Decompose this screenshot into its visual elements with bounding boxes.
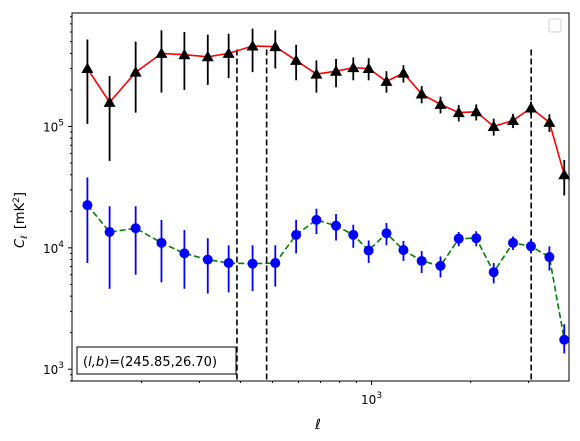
legend-box: [548, 18, 562, 33]
series-1-point: [310, 68, 323, 79]
series-2-point: [311, 214, 322, 225]
series-2-point: [471, 233, 482, 244]
series-1-point: [155, 47, 168, 58]
series-2-point: [508, 237, 519, 248]
y-tick-label: 103: [43, 361, 64, 377]
series-2-point: [270, 258, 281, 269]
x-axis-label: ℓ: [314, 417, 321, 433]
series-1-point: [129, 66, 142, 77]
series-2-point: [331, 220, 342, 231]
series-2-point: [525, 241, 536, 252]
series-1-point: [362, 62, 375, 74]
series-1-point: [222, 47, 235, 58]
series-2-point: [416, 255, 427, 266]
series-1-point: [290, 54, 303, 65]
annotation-box: [76, 346, 237, 375]
series-1-point: [524, 101, 537, 113]
series-2-point: [381, 228, 392, 239]
series-1-point: [246, 39, 259, 51]
series-2-point: [435, 260, 446, 271]
axis-ticks: 103 104 105 103: [43, 16, 530, 407]
series-1-point: [434, 98, 447, 109]
y-tick-label: 105: [43, 118, 64, 134]
series-1-point: [543, 116, 556, 127]
series-2-point: [348, 229, 359, 240]
series-2-point: [247, 258, 258, 269]
series-2-point: [363, 245, 374, 256]
series-2-point: [559, 334, 570, 345]
series-1-point: [452, 106, 465, 118]
series-2-point: [488, 267, 499, 278]
plot-area: [81, 28, 571, 381]
series-1-point: [380, 75, 393, 86]
series-1-point: [470, 105, 483, 117]
x-tick-label: 103: [361, 391, 382, 407]
series-2-point: [223, 258, 234, 269]
series-1-point: [269, 40, 282, 52]
series-1-point: [347, 61, 360, 73]
series-2-point: [179, 248, 190, 259]
series-1-point: [178, 48, 191, 60]
series-2-point: [156, 237, 167, 248]
series-1-point: [330, 65, 343, 76]
series-1-point: [558, 168, 571, 180]
series-2-point: [202, 254, 213, 265]
series-1-point: [487, 120, 500, 131]
series-2-point: [398, 244, 409, 255]
series-1-point: [507, 114, 520, 125]
series-2-point: [104, 227, 115, 238]
y-axis-label: Cℓ[mK2]: [12, 192, 30, 248]
series-1-point: [415, 88, 428, 99]
series-2-point: [291, 229, 302, 240]
series-1-point: [397, 67, 410, 78]
series-1-point: [81, 62, 94, 74]
svg-text:Cℓ[mK2]: Cℓ[mK2]: [12, 192, 30, 248]
series-2-point: [130, 223, 141, 234]
series-2-point: [453, 233, 464, 244]
series-2-point: [82, 200, 93, 211]
series-2-point: [544, 252, 555, 263]
series-1-point: [201, 50, 214, 62]
series-1-point: [103, 96, 116, 107]
annotation-text: (l,b)=(245.85,26.70): [83, 355, 217, 370]
y-tick-label: 104: [43, 240, 64, 256]
